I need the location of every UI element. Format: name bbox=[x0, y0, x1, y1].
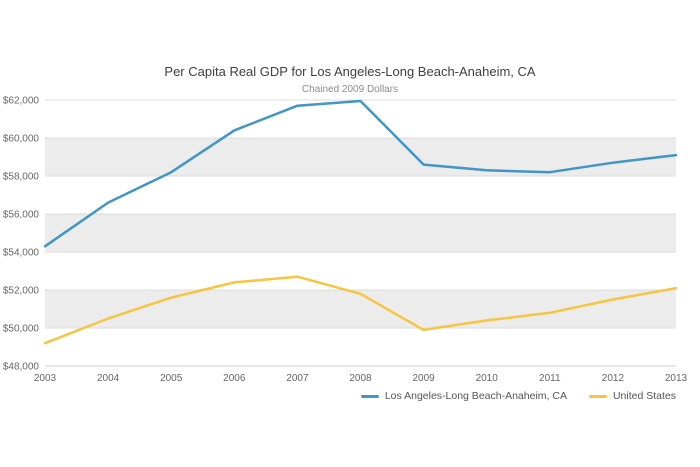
x-tick-label: 2012 bbox=[602, 373, 625, 384]
y-tick-label: $52,000 bbox=[3, 286, 40, 297]
chart-title: Per Capita Real GDP for Los Angeles-Long… bbox=[164, 64, 536, 79]
x-tick-label: 2005 bbox=[160, 373, 183, 384]
legend: Los Angeles-Long Beach-Anaheim, CA Unite… bbox=[360, 390, 676, 402]
legend-label-united-states: United States bbox=[612, 390, 676, 402]
legend-item-los-angeles[interactable]: Los Angeles-Long Beach-Anaheim, CA bbox=[360, 390, 567, 402]
x-tick-label: 2010 bbox=[476, 373, 499, 384]
y-tick-label: $56,000 bbox=[3, 210, 40, 221]
x-tick-label: 2008 bbox=[349, 373, 372, 384]
legend-item-united-states[interactable]: United States bbox=[588, 390, 676, 402]
chart-subtitle: Chained 2009 Dollars bbox=[301, 84, 399, 95]
y-tick-label: $48,000 bbox=[3, 362, 40, 373]
y-tick-label: $50,000 bbox=[3, 324, 40, 335]
x-tick-label: 2004 bbox=[97, 373, 120, 384]
plot-band bbox=[45, 214, 676, 252]
y-tick-label: $60,000 bbox=[3, 134, 40, 145]
plot-band bbox=[45, 138, 676, 176]
series-line-0 bbox=[43, 99, 678, 248]
x-tick-label: 2007 bbox=[286, 373, 309, 384]
y-tick-label: $54,000 bbox=[3, 248, 40, 259]
legend-line-swatch-los-angeles bbox=[360, 394, 379, 398]
legend-label-los-angeles: Los Angeles-Long Beach-Anaheim, CA bbox=[384, 390, 567, 402]
legend-line-swatch-united-states bbox=[588, 394, 607, 398]
series-line-1 bbox=[43, 275, 678, 345]
x-tick-label: 2003 bbox=[34, 373, 57, 384]
x-tick-label: 2011 bbox=[539, 373, 561, 384]
y-tick-label: $58,000 bbox=[3, 172, 40, 183]
x-tick-label: 2009 bbox=[412, 373, 435, 384]
y-tick-label: $62,000 bbox=[3, 96, 40, 107]
x-tick-label: 2006 bbox=[223, 373, 246, 384]
x-tick-label: 2013 bbox=[665, 373, 688, 384]
